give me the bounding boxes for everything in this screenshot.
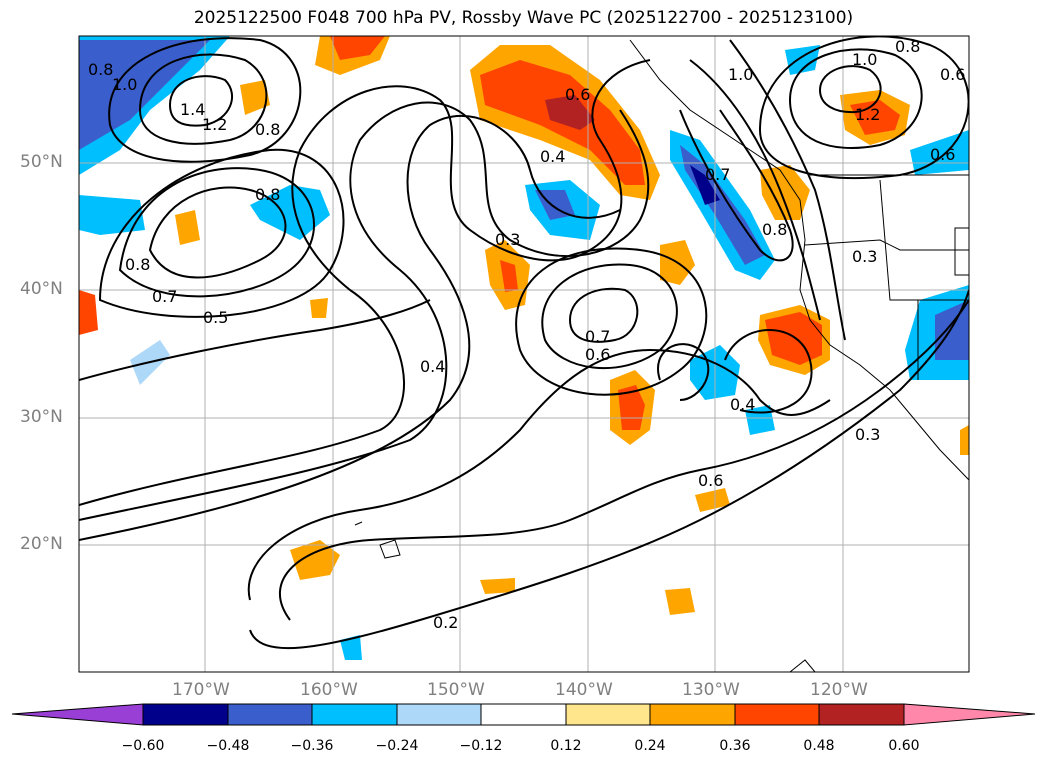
- contour-label: 1.2: [202, 115, 227, 134]
- lon-label: 170°W: [172, 680, 230, 700]
- contour-label: 1.2: [855, 105, 880, 124]
- contour-label: 0.8: [125, 255, 150, 274]
- contour-label: 0.5: [203, 308, 228, 327]
- colorbar-tick-label: 0.24: [634, 738, 666, 754]
- contour-label: 0.6: [698, 471, 723, 490]
- contour-label: 0.4: [420, 357, 445, 376]
- lon-label: 150°W: [427, 680, 485, 700]
- colorbar-tick-label: 0.60: [888, 738, 920, 754]
- contour-label: 0.8: [762, 220, 787, 239]
- contour-label: 0.3: [855, 425, 880, 444]
- contour-label: 0.4: [540, 147, 565, 166]
- pv-contours: [79, 36, 969, 650]
- colorbar-tick-label: −0.12: [459, 738, 503, 754]
- contour-label: 0.8: [255, 185, 280, 204]
- colorbar-tick-label: 0.48: [803, 738, 835, 754]
- lon-label: 140°W: [555, 680, 613, 700]
- contour-label: 1.0: [728, 65, 753, 84]
- contour-label: 0.6: [565, 85, 590, 104]
- lon-label: 130°W: [682, 680, 740, 700]
- colorbar-tick-label: −0.36: [290, 738, 334, 754]
- colorbar-tick-label: −0.48: [206, 738, 250, 754]
- contour-label: 0.6: [585, 345, 610, 364]
- colorbar-tick-label: 0.36: [719, 738, 751, 754]
- contour-label: 0.4: [730, 395, 755, 414]
- lon-label: 160°W: [300, 680, 358, 700]
- lon-label: 120°W: [810, 680, 868, 700]
- lat-label: 50°N: [20, 152, 63, 172]
- contour-label: 0.7: [152, 287, 177, 306]
- contour-label: 1.4: [180, 100, 205, 119]
- contour-label: 0.8: [895, 37, 920, 56]
- contour-label: 0.6: [930, 145, 955, 164]
- contour-label: 0.3: [852, 247, 877, 266]
- contour-label: 0.6: [940, 65, 965, 84]
- contour-label: 0.3: [495, 230, 520, 249]
- contour-label: 0.7: [705, 165, 730, 184]
- colorbar-tick-label: 0.12: [550, 738, 582, 754]
- lat-label: 20°N: [20, 534, 63, 554]
- colorbar-tick-label: −0.24: [375, 738, 419, 754]
- lat-label: 40°N: [20, 279, 63, 299]
- map-title: 2025122500 F048 700 hPa PV, Rossby Wave …: [193, 8, 854, 28]
- contour-label: 1.0: [112, 75, 137, 94]
- contour-label: 0.7: [585, 327, 610, 346]
- contour-labels: 1.0 0.8 1.4 1.2 0.8 0.8 0.8 0.7 0.5 0.6 …: [88, 37, 965, 632]
- colorbar-tick-label: −0.60: [121, 738, 165, 754]
- lat-label: 30°N: [20, 407, 63, 427]
- contour-label: 0.2: [433, 613, 458, 632]
- contour-label: 0.8: [88, 60, 113, 79]
- contour-label: 0.8: [255, 120, 280, 139]
- coastline: [354, 39, 969, 672]
- plot-frame: [78, 35, 970, 673]
- contour-label: 1.0: [852, 50, 877, 69]
- colorbar: [11, 703, 1036, 726]
